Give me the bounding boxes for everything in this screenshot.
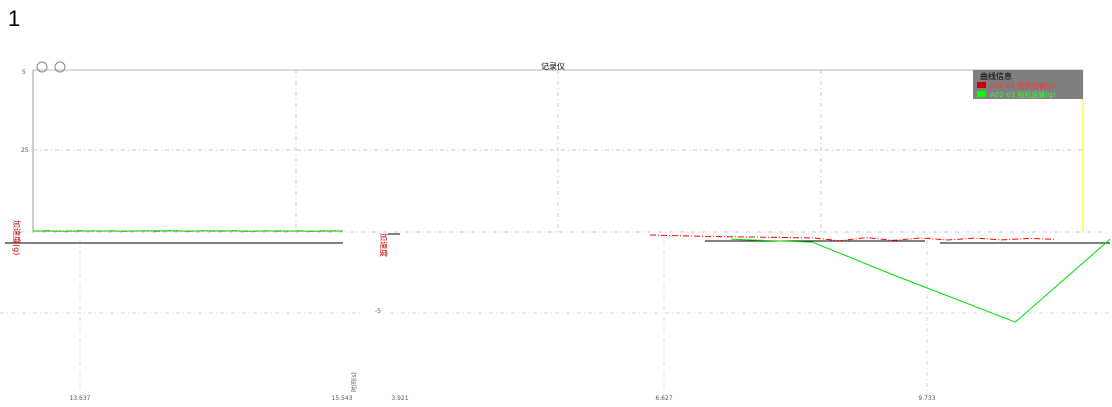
legend-swatch-green (977, 91, 986, 97)
x-tick: 13.637 (70, 395, 91, 402)
chart-frame (0, 69, 1110, 395)
y-axis-label: 加速度 (379, 233, 389, 257)
legend-swatch-red (977, 82, 986, 88)
series-group-left (32, 230, 344, 232)
page-number: 1 (8, 6, 21, 31)
y-tick: 25 (21, 147, 29, 154)
chart-title: 记录仪 (541, 62, 565, 71)
y-axis-label: 加速度(g) (12, 220, 22, 255)
reset-icon[interactable] (54, 61, 66, 73)
legend-entry: A02-03 贴机运输(g) (990, 90, 1056, 99)
legend-background (973, 70, 1083, 99)
x-tick: 9.733 (918, 395, 935, 402)
legend-entry: A02-01 贴机运输(g) (990, 81, 1056, 90)
x-axis-label: 时间(s) (350, 372, 358, 392)
chart-toolbar (36, 61, 66, 73)
y-tick: -5 (375, 308, 381, 315)
series-line (649, 234, 1056, 242)
x-tick: 3.921 (391, 395, 408, 402)
series-group-right (649, 234, 1111, 323)
x-tick: 6.627 (655, 395, 672, 402)
legend-title: 曲线信息 (980, 71, 1012, 81)
legend: 曲线信息 A02-01 贴机运输(g) A02-03 贴机运输(g) (973, 70, 1083, 99)
y-tick: 5 (22, 69, 26, 76)
x-tick: 15.543 (332, 395, 353, 402)
series-line (731, 238, 1111, 323)
zoom-icon[interactable] (36, 61, 48, 73)
